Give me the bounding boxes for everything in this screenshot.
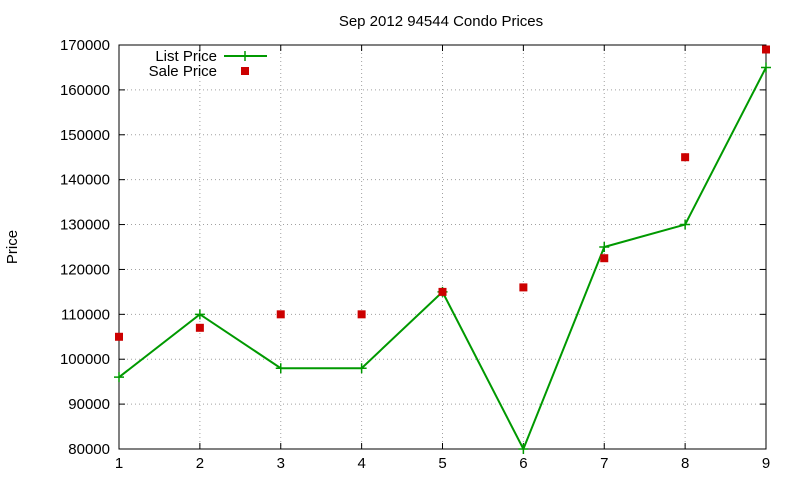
y-tick-label: 150000 bbox=[60, 127, 110, 144]
axis-ticks: 80000 90000 100000 110000 120000 130000 140000… bbox=[60, 37, 770, 472]
x-tick-label: 6 bbox=[519, 455, 527, 472]
x-tick-label: 2 bbox=[196, 455, 204, 472]
y-tick-label: 120000 bbox=[60, 261, 110, 278]
y-tick-label: 130000 bbox=[60, 217, 110, 234]
list-price-point bbox=[356, 363, 367, 374]
list-price-point bbox=[114, 372, 124, 383]
series-sale-price bbox=[115, 45, 770, 341]
sale-price-point bbox=[438, 287, 447, 296]
sale-price-point bbox=[519, 283, 528, 292]
x-tick-label: 9 bbox=[762, 455, 770, 472]
y-tick-label: 80000 bbox=[68, 441, 110, 458]
list-price-point bbox=[680, 219, 691, 230]
series-layer bbox=[114, 45, 771, 454]
legend-label: Sale Price bbox=[149, 63, 217, 80]
legend-square-swatch bbox=[241, 67, 249, 75]
list-price-line bbox=[118, 66, 767, 452]
list-price-point bbox=[240, 51, 250, 61]
x-tick-label: 1 bbox=[115, 455, 123, 472]
list-price-point bbox=[518, 444, 529, 454]
x-tick-label: 3 bbox=[277, 455, 285, 472]
x-tick-label: 8 bbox=[681, 455, 689, 472]
sale-price-point bbox=[681, 153, 690, 162]
y-tick-label: 140000 bbox=[60, 172, 110, 189]
grid-lines bbox=[119, 45, 766, 449]
list-price-point bbox=[275, 363, 286, 374]
y-axis-label: Price bbox=[4, 230, 21, 264]
x-tick-label: 4 bbox=[357, 455, 365, 472]
x-tick-label: 7 bbox=[600, 455, 608, 472]
sale-price-point bbox=[600, 254, 609, 263]
sale-price-point bbox=[357, 310, 366, 319]
sale-price-point bbox=[276, 310, 285, 319]
y-tick-label: 170000 bbox=[60, 37, 110, 54]
y-tick-label: 90000 bbox=[68, 396, 110, 413]
list-price-point bbox=[599, 242, 610, 252]
y-tick-label: 160000 bbox=[60, 82, 110, 99]
legend-label: List Price bbox=[155, 48, 217, 65]
list-price-point bbox=[194, 309, 205, 320]
sale-price-point bbox=[115, 332, 123, 341]
y-tick-label: 110000 bbox=[61, 306, 110, 323]
sale-price-point bbox=[762, 45, 770, 54]
x-tick-label: 5 bbox=[438, 455, 446, 472]
sale-price-point bbox=[195, 323, 204, 332]
list-price-point bbox=[761, 62, 771, 73]
y-tick-label: 100000 bbox=[60, 351, 110, 368]
chart-title: Sep 2012 94544 Condo Prices bbox=[339, 13, 543, 30]
